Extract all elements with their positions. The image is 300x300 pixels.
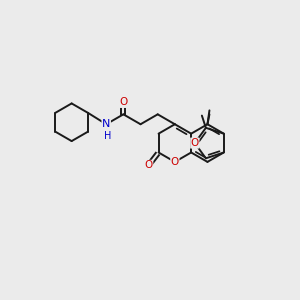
Text: O: O	[191, 138, 199, 148]
Text: O: O	[145, 160, 153, 170]
Text: H: H	[103, 131, 111, 141]
Text: N: N	[102, 119, 110, 129]
Text: O: O	[171, 157, 179, 167]
Text: O: O	[119, 98, 128, 107]
